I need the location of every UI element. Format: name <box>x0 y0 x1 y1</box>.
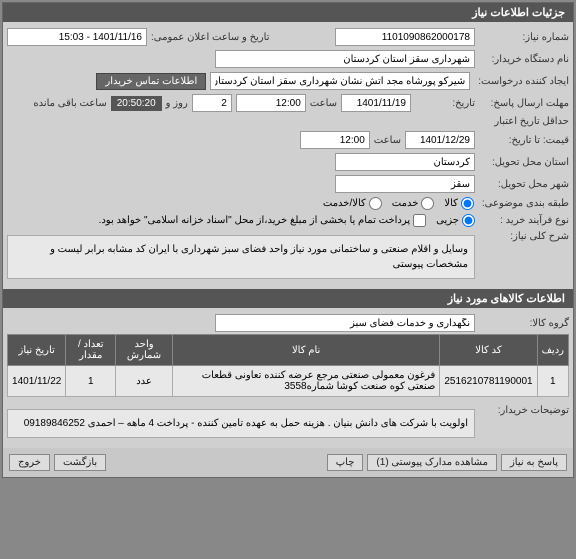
to-date-field[interactable] <box>405 131 475 149</box>
cell-date: 1401/11/22 <box>8 366 66 397</box>
buyer-org-label: نام دستگاه خریدار: <box>479 54 569 65</box>
radio-both-label: کالا/خدمت <box>323 198 366 209</box>
category-label: طبقه بندی موضوعی: <box>478 198 569 209</box>
radio-goods-label: کالا <box>444 198 458 209</box>
checkbox-payment[interactable]: پرداخت تمام یا بخشی از مبلغ خرید،از محل … <box>99 214 427 227</box>
deadline-label: مهلت ارسال پاسخ: <box>479 98 569 109</box>
cell-unit: عدد <box>116 366 173 397</box>
footer-bar: پاسخ به نیاز مشاهده مدارک پیوستی (1) چاپ… <box>3 448 573 477</box>
radio-service[interactable]: خدمت <box>392 197 435 210</box>
radio-partial-label: جزیی <box>436 215 459 226</box>
need-desc-label: شرح کلی نیاز: <box>479 231 569 242</box>
buy-process-label: نوع فرآیند خرید : <box>479 215 569 226</box>
from-date-field[interactable] <box>341 94 411 112</box>
col-date: تاریخ نیاز <box>8 335 66 366</box>
cell-row: 1 <box>537 366 568 397</box>
from-time-field[interactable] <box>236 94 306 112</box>
time-label-1: ساعت <box>310 98 337 109</box>
credit-min-label: حداقل تاریخ اعتبار <box>479 116 569 127</box>
radio-goods[interactable]: کالا <box>444 197 474 210</box>
remaining-label: ساعت باقی مانده <box>33 98 106 109</box>
need-no-field[interactable] <box>335 28 475 46</box>
col-unit: واحد شمارش <box>116 335 173 366</box>
col-qty: تعداد / مقدار <box>66 335 116 366</box>
day-and-label: روز و <box>166 98 188 109</box>
city-label: شهر محل تحویل: <box>479 179 569 190</box>
radio-service-label: خدمت <box>392 198 419 209</box>
to-time-field[interactable] <box>300 131 370 149</box>
goods-group-label: گروه کالا: <box>479 318 569 329</box>
radio-both[interactable]: کالا/خدمت <box>323 197 382 210</box>
main-header: جزئیات اطلاعات نیاز <box>3 3 573 22</box>
requester-label: ایجاد کننده درخواست: <box>474 76 569 87</box>
from-date-label: تاریخ: <box>415 98 475 109</box>
province-label: استان محل تحویل: <box>479 157 569 168</box>
city-field[interactable] <box>335 175 475 193</box>
buyer-org-field[interactable] <box>215 50 475 68</box>
goods-table: ردیف کد کالا نام کالا واحد شمارش تعداد /… <box>7 334 569 397</box>
contact-info-button[interactable]: اطلاعات تماس خریدار <box>96 73 206 90</box>
cell-name: فرغون معمولی صنعتی مرجع عرضه کننده تعاون… <box>172 366 439 397</box>
announce-dt-label: تاریخ و ساعت اعلان عمومی: <box>151 32 270 43</box>
exit-button[interactable]: خروج <box>9 454 50 471</box>
goods-header: اطلاعات کالاهای مورد نیاز <box>3 289 573 308</box>
cell-qty: 1 <box>66 366 116 397</box>
province-field[interactable] <box>335 153 475 171</box>
buyer-notes-label: توضیحات خریدار: <box>479 405 569 416</box>
col-row: ردیف <box>537 335 568 366</box>
days-field[interactable] <box>192 94 232 112</box>
col-name: نام کالا <box>172 335 439 366</box>
need-desc-box: وسایل و اقلام صنعتی و ساختمانی مورد نیاز… <box>7 235 475 279</box>
attachments-button[interactable]: مشاهده مدارک پیوستی (1) <box>367 454 497 471</box>
countdown-timer: 20:50:20 <box>111 96 162 111</box>
time-label-2: ساعت <box>374 135 401 146</box>
price-to-label: قیمت: تا تاریخ: <box>479 135 569 146</box>
announce-dt-field[interactable] <box>7 28 147 46</box>
buyer-notes-box: اولویت با شرکت های دانش بنیان . هزینه حم… <box>7 409 475 438</box>
back-button[interactable]: بازگشت <box>54 454 106 471</box>
payment-text: پرداخت تمام یا بخشی از مبلغ خرید،از محل … <box>99 215 411 226</box>
col-code: کد کالا <box>440 335 537 366</box>
radio-partial[interactable]: جزیی <box>436 214 475 227</box>
reply-button[interactable]: پاسخ به نیاز <box>501 454 567 471</box>
need-no-label: شماره نیاز: <box>479 32 569 43</box>
cell-code: 2516210781190001 <box>440 366 537 397</box>
requester-field[interactable] <box>210 72 470 90</box>
print-button[interactable]: چاپ <box>327 454 364 471</box>
goods-group-field[interactable] <box>215 314 475 332</box>
table-row[interactable]: 1 2516210781190001 فرغون معمولی صنعتی مر… <box>8 366 569 397</box>
